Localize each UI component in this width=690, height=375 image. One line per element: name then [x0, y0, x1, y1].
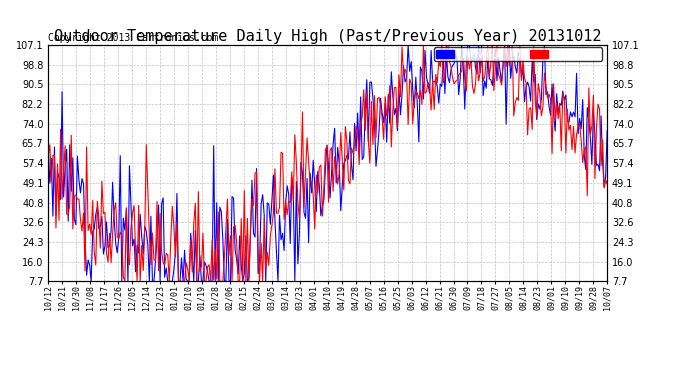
Past  (°F)	[603, 182, 611, 186]
Past  (°F)	[461, 76, 469, 81]
Past  (°F)	[430, 107, 438, 112]
Line: Past  (°F): Past (°F)	[48, 45, 607, 281]
Previous  (°F)	[161, 275, 169, 279]
Past  (°F)	[161, 263, 169, 267]
Past  (°F)	[141, 226, 149, 231]
Previous  (°F)	[404, 43, 413, 47]
Previous  (°F)	[118, 279, 126, 284]
Previous  (°F)	[141, 224, 149, 229]
Previous  (°F)	[461, 107, 469, 111]
Past  (°F)	[99, 211, 108, 216]
Title: Outdoor Temperature Daily High (Past/Previous Year) 20131012: Outdoor Temperature Daily High (Past/Pre…	[54, 29, 602, 44]
Previous  (°F)	[430, 80, 438, 84]
Past  (°F)	[347, 146, 355, 150]
Line: Previous  (°F): Previous (°F)	[48, 45, 607, 281]
Previous  (°F)	[603, 128, 611, 132]
Past  (°F)	[44, 153, 52, 158]
Previous  (°F)	[347, 163, 355, 167]
Previous  (°F)	[99, 252, 108, 257]
Text: Copyright 2013 Cartronics.com: Copyright 2013 Cartronics.com	[48, 33, 219, 43]
Legend: Previous  (°F), Past  (°F): Previous (°F), Past (°F)	[435, 48, 602, 62]
Past  (°F)	[420, 43, 428, 47]
Past  (°F)	[121, 279, 129, 284]
Previous  (°F)	[44, 146, 52, 151]
